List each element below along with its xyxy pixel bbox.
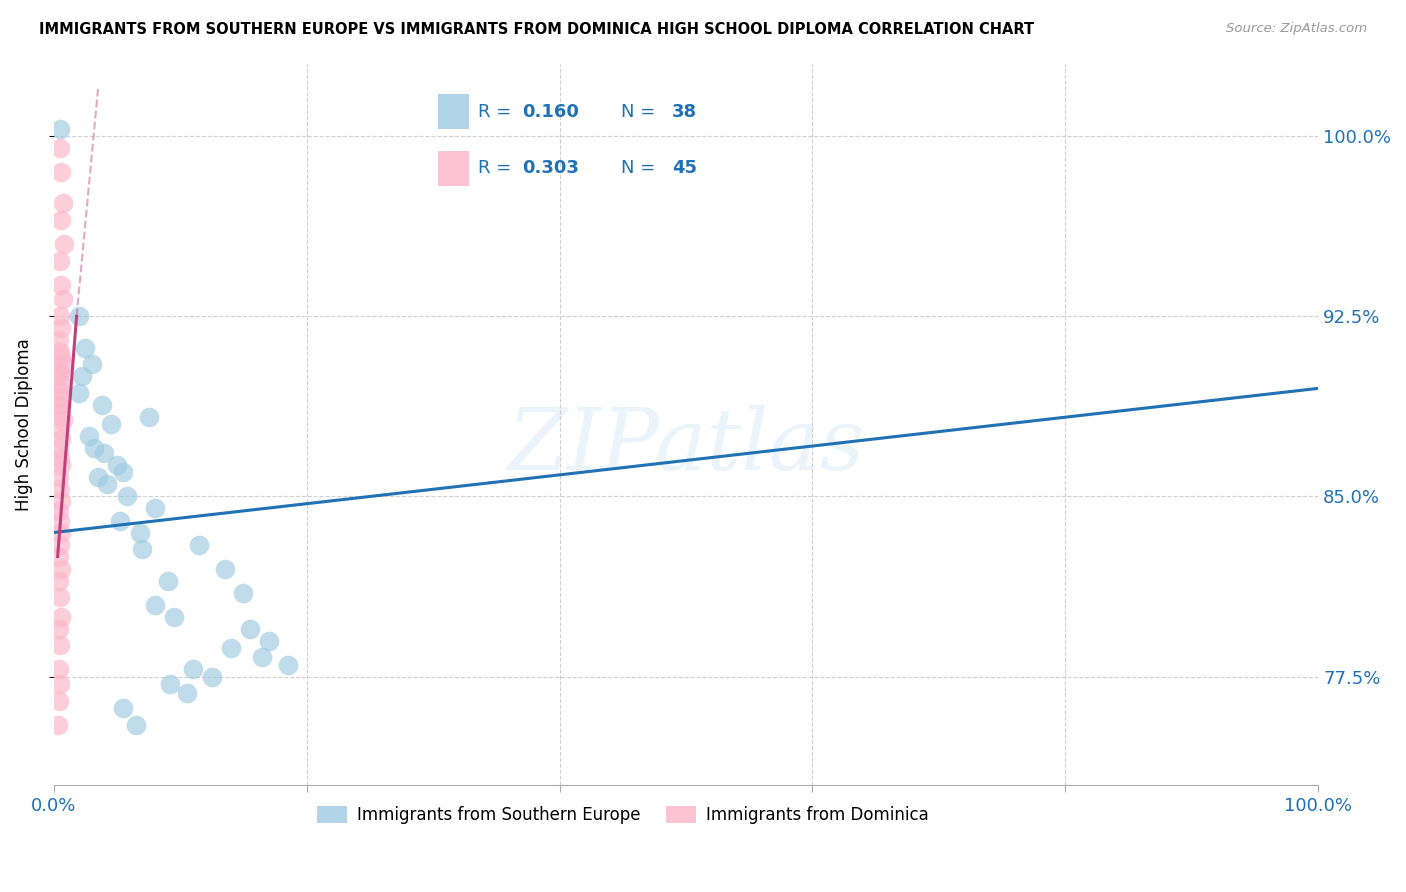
Point (75, 341, 97, 355)
Point (112, 701, 135, 715)
Point (51, 376, 73, 391)
Point (112, 466, 135, 480)
Text: IMMIGRANTS FROM SOUTHERN EUROPE VS IMMIGRANTS FROM DOMINICA HIGH SCHOOL DIPLOMA : IMMIGRANTS FROM SOUTHERN EUROPE VS IMMIG… (39, 22, 1035, 37)
Point (49, 677, 72, 691)
Point (257, 633, 280, 648)
Point (181, 663, 204, 677)
Point (201, 670, 224, 684)
Point (87, 470, 110, 484)
Point (143, 598, 166, 612)
Point (49, 345, 72, 359)
Point (51, 458, 73, 473)
Point (49, 310, 72, 324)
Point (51, 350, 73, 364)
Text: Source: ZipAtlas.com: Source: ZipAtlas.com (1226, 22, 1367, 36)
Point (219, 640, 242, 655)
Legend: Immigrants from Southern Europe, Immigrants from Dominica: Immigrants from Southern Europe, Immigra… (311, 799, 935, 830)
Point (51, 321, 73, 335)
Point (163, 609, 186, 624)
Point (49, 384, 72, 398)
Point (70, 369, 93, 384)
Point (49, 122, 72, 136)
Point (131, 542, 153, 557)
Point (48, 694, 70, 708)
Point (52, 412, 75, 426)
Point (277, 657, 299, 672)
Point (128, 525, 150, 540)
Point (48, 398, 70, 412)
Point (49, 537, 72, 551)
Point (93, 446, 115, 460)
Point (159, 677, 181, 691)
Point (51, 525, 73, 540)
Point (48, 549, 70, 564)
Point (188, 537, 211, 551)
Point (52, 196, 75, 211)
Point (48, 663, 70, 677)
Point (48, 470, 70, 484)
Point (52, 357, 75, 371)
Point (138, 410, 160, 425)
Point (52, 293, 75, 307)
Point (156, 574, 179, 588)
Point (51, 561, 73, 575)
Point (48, 574, 70, 588)
Point (96, 477, 118, 491)
Y-axis label: High School Diploma: High School Diploma (15, 338, 32, 511)
Point (49, 639, 72, 653)
Point (49, 483, 72, 497)
Point (49, 451, 72, 466)
Point (232, 585, 254, 599)
Point (48, 369, 70, 384)
Point (100, 417, 122, 432)
Point (67, 310, 90, 324)
Point (49, 422, 72, 436)
Point (52, 237, 75, 252)
Point (49, 514, 72, 528)
Point (90, 398, 112, 412)
Point (46, 717, 69, 731)
Point (176, 686, 198, 700)
Point (51, 213, 73, 227)
Point (77, 429, 100, 443)
Text: ZIPatlas: ZIPatlas (508, 405, 865, 487)
Point (48, 622, 70, 636)
Point (48, 442, 70, 456)
Point (49, 591, 72, 605)
Point (83, 442, 105, 456)
Point (143, 501, 166, 516)
Point (51, 278, 73, 293)
Point (51, 391, 73, 405)
Point (49, 254, 72, 268)
Point (214, 561, 236, 575)
Point (115, 490, 138, 504)
Point (239, 622, 262, 636)
Point (105, 458, 128, 473)
Point (49, 141, 72, 155)
Point (49, 365, 72, 379)
Point (51, 432, 73, 446)
Point (80, 357, 103, 371)
Point (125, 717, 148, 731)
Point (51, 609, 73, 624)
Point (108, 514, 131, 528)
Point (51, 494, 73, 508)
Point (51, 165, 73, 179)
Point (67, 386, 90, 401)
Point (49, 405, 72, 419)
Point (48, 504, 70, 518)
Point (252, 650, 274, 665)
Point (48, 334, 70, 348)
